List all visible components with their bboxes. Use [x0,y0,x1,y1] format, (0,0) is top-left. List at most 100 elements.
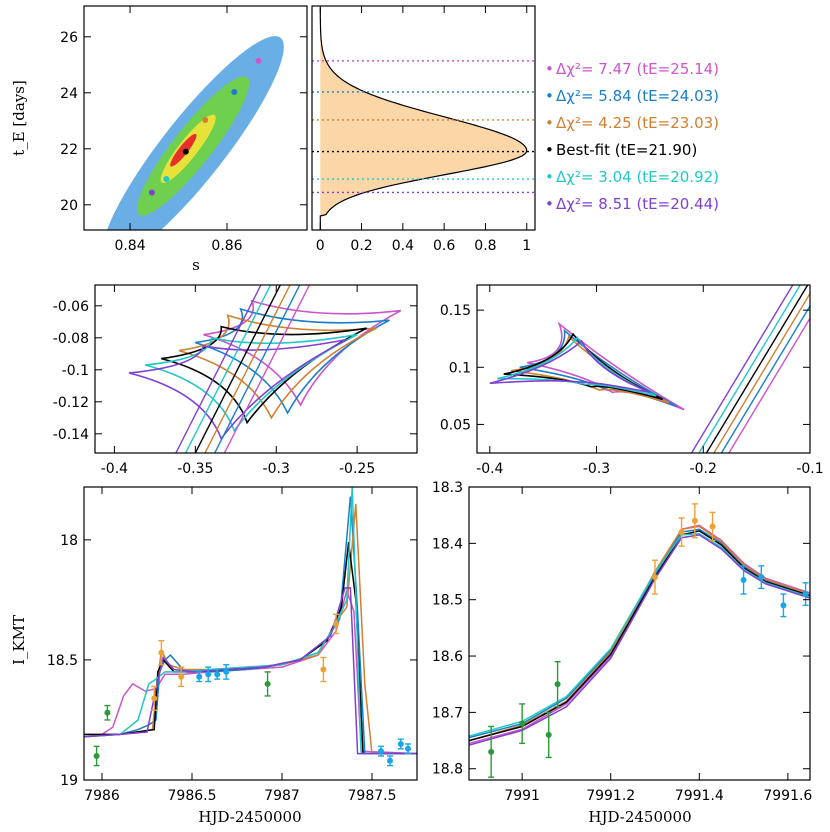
caustic-right-panel: -0.4 -0.3 -0.2 -0.1 0.05 0.1 0.15 [440,284,824,477]
x-tick-label: -0.4 [101,461,128,477]
x-tick-label: -0.3 [583,461,610,477]
x-tick-label: -0.35 [177,461,213,477]
caustic-left-frame [94,284,418,454]
caustic-curve [161,325,368,425]
model-curve [469,533,810,737]
data-point [652,574,658,581]
data-point [158,649,165,656]
y-tick-label: 18.6 [432,649,463,665]
x-tick-label: -0.25 [339,461,375,477]
x-tick-label: 0.86 [211,238,242,254]
y-tick-label: 18.4 [432,536,463,552]
y-tick-label: 18.8 [432,762,463,778]
scatter-xlabel: s [192,256,200,274]
caustic-right-layer [489,285,810,453]
source-trajectory [705,285,809,453]
data-point [387,757,393,764]
x-tick-label: 7987.5 [348,788,397,804]
data-point [151,695,158,702]
caustic-curve [203,299,402,407]
x-tick-label: 7987 [264,788,300,804]
model-curve [469,525,810,742]
source-trajectory [184,285,272,453]
source-trajectory [720,304,810,453]
data-point [709,523,716,530]
lightcurve-right-panel: 7991 7991.2 7991.4 7991.6 18.3 18.4 18.5 18.6 18… [432,480,813,826]
x-tick-label: 7991.6 [763,788,812,804]
legend-label: Δχ²= 7.47 (tE=25.14) [556,60,719,78]
x-tick-label: 7991.2 [586,788,635,804]
source-trajectory [690,285,794,453]
source-trajectory [194,285,282,453]
x-tick-label: -0.4 [476,461,503,477]
x-tick-label: -0.1 [796,461,823,477]
lightcurve-right-axes: 7991 7991.2 7991.4 7991.6 18.3 18.4 18.5 18.6 18… [432,480,813,804]
legend-bullet: • [545,141,554,159]
lightcurve-left-frame [83,486,418,781]
y-tick-label: 19 [60,773,78,789]
data-point [545,731,552,738]
y-tick-label: -0.08 [53,331,89,347]
legend-label: Δχ²= 3.04 (tE=20.92) [556,168,719,186]
data-point [397,740,404,747]
caustic-right-frame [476,284,811,454]
y-tick-label: 18.5 [47,653,78,669]
y-tick-label: -0.1 [62,363,89,379]
data-point [405,745,411,752]
data-point [802,591,809,598]
lightcurve-left-layer [84,487,417,767]
caustic-left-axes: -0.4 -0.35 -0.3 -0.25 -0.06 -0.08 -0.1 -0.12 -0.… [53,285,417,477]
data-point [320,666,327,673]
y-tick-label: 18 [60,533,78,549]
legend-bullet: • [545,195,554,213]
x-tick-label: 0 [316,238,325,254]
y-tick-label: 18.7 [432,705,463,721]
lightcurve-left-xlabel: HJD-2450000 [198,808,301,826]
x-tick-label: 7991.4 [675,788,724,804]
caustic-curve [195,307,390,415]
solution-marker [148,189,155,196]
caustic-curve [178,314,377,420]
y-tick-label: 20 [60,198,78,214]
legend-bullet: • [545,114,554,132]
scatter-frame [83,5,308,231]
solution-marker [231,88,238,95]
legend-label: Δχ²= 5.84 (tE=24.03) [556,87,719,105]
caustic-left-layer [128,285,402,453]
x-tick-label: 0.6 [433,238,455,254]
x-tick-label: 7986.5 [168,788,217,804]
source-trajectory [213,285,301,453]
data-point [378,748,384,755]
scatter-panel: 0.84 0.86 20 22 24 26 s t_E [days] [10,5,308,274]
y-tick-label: 0.15 [440,303,471,319]
data-point [264,680,271,687]
data-point [678,529,685,536]
caustic-left-panel: -0.4 -0.35 -0.3 -0.25 -0.06 -0.08 -0.1 -0.12 -0.… [53,284,418,477]
data-point [554,681,561,688]
histogram-axes: 0 0.2 0.4 0.6 0.8 1 [316,6,531,254]
source-trajectory [223,285,311,453]
histogram-frame [311,5,536,231]
model-curve [84,587,417,755]
x-tick-label: 0.84 [114,238,145,254]
data-point [488,748,495,755]
data-point [214,671,221,678]
data-point [93,752,100,759]
y-tick-label: 0.05 [440,417,471,433]
model-curve [469,524,810,745]
x-tick-label: -0.2 [690,461,717,477]
x-tick-label: 7991 [504,788,540,804]
lightcurve-right-layer [469,503,810,778]
source-trajectory [175,285,262,453]
model-curve [84,487,417,755]
source-trajectory [204,285,291,453]
histogram-panel: 0 0.2 0.4 0.6 0.8 1 [311,5,536,254]
data-point [196,673,203,680]
caustic-curve [128,338,348,441]
model-curve [84,503,417,755]
solution-marker [202,116,209,123]
histogram-fill [320,6,527,230]
model-curve [469,530,810,742]
scatter-axes: 0.84 0.86 20 22 24 26 [60,6,307,254]
